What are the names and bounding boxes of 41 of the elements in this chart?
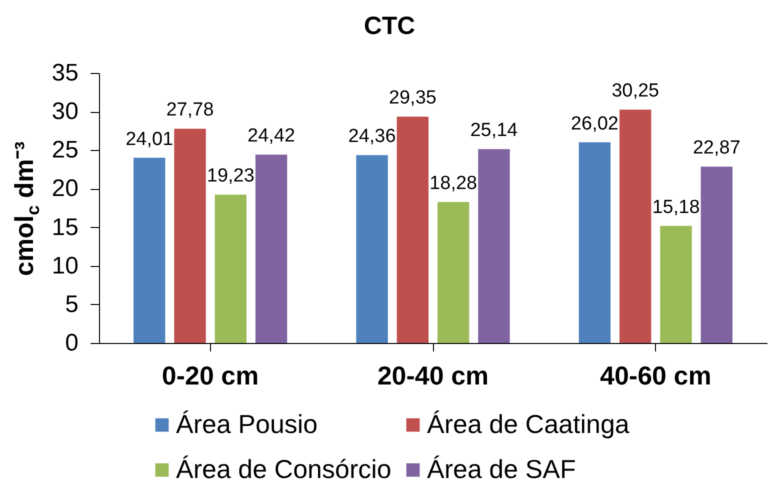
y-tick-label: 35 xyxy=(52,60,78,86)
y-tick-label: 10 xyxy=(52,252,78,280)
legend-label: Área de Consórcio xyxy=(176,454,392,483)
legend-label: Área de Caatinga xyxy=(427,409,630,439)
bar xyxy=(578,142,611,343)
bar xyxy=(356,155,388,343)
data-label: 25,14 xyxy=(470,120,518,142)
bar xyxy=(437,202,470,343)
bar xyxy=(478,149,510,343)
legend-label: Área de SAF xyxy=(427,454,576,483)
bar xyxy=(214,194,247,343)
data-label: 26,02 xyxy=(570,113,618,134)
data-label: 29,35 xyxy=(388,88,436,109)
y-tick-label: 0 xyxy=(65,330,78,356)
bar xyxy=(396,116,429,343)
x-tick-label: 40-60 cm xyxy=(600,360,712,390)
legend-label: Área Pousio xyxy=(176,409,318,439)
data-label: 24,01 xyxy=(126,128,174,150)
bar xyxy=(700,166,732,343)
data-label: 30,25 xyxy=(612,80,660,102)
y-tick-label: 5 xyxy=(65,290,78,318)
data-label: 15,18 xyxy=(652,196,700,218)
data-label: 22,87 xyxy=(692,138,740,159)
data-label: 19,23 xyxy=(206,166,254,187)
y-tick-label: 15 xyxy=(52,214,78,241)
bar xyxy=(255,154,288,343)
data-label: 18,28 xyxy=(430,172,478,194)
x-tick-label: 20-40 cm xyxy=(377,360,489,390)
chart-title: CTC xyxy=(364,12,416,40)
y-axis-title: cmolc dm⁻³ xyxy=(9,141,43,276)
y-tick-label: 25 xyxy=(52,136,78,164)
data-label: 24,42 xyxy=(248,126,296,147)
data-label: 24,36 xyxy=(348,126,396,148)
y-tick-label: 20 xyxy=(52,175,78,202)
bar xyxy=(660,226,692,343)
data-label: 27,78 xyxy=(166,100,214,121)
x-tick-label: 0-20 cm xyxy=(162,360,259,390)
y-tick-label: 30 xyxy=(52,98,78,126)
bar xyxy=(619,110,652,343)
bar xyxy=(174,128,206,343)
bar xyxy=(134,158,166,343)
